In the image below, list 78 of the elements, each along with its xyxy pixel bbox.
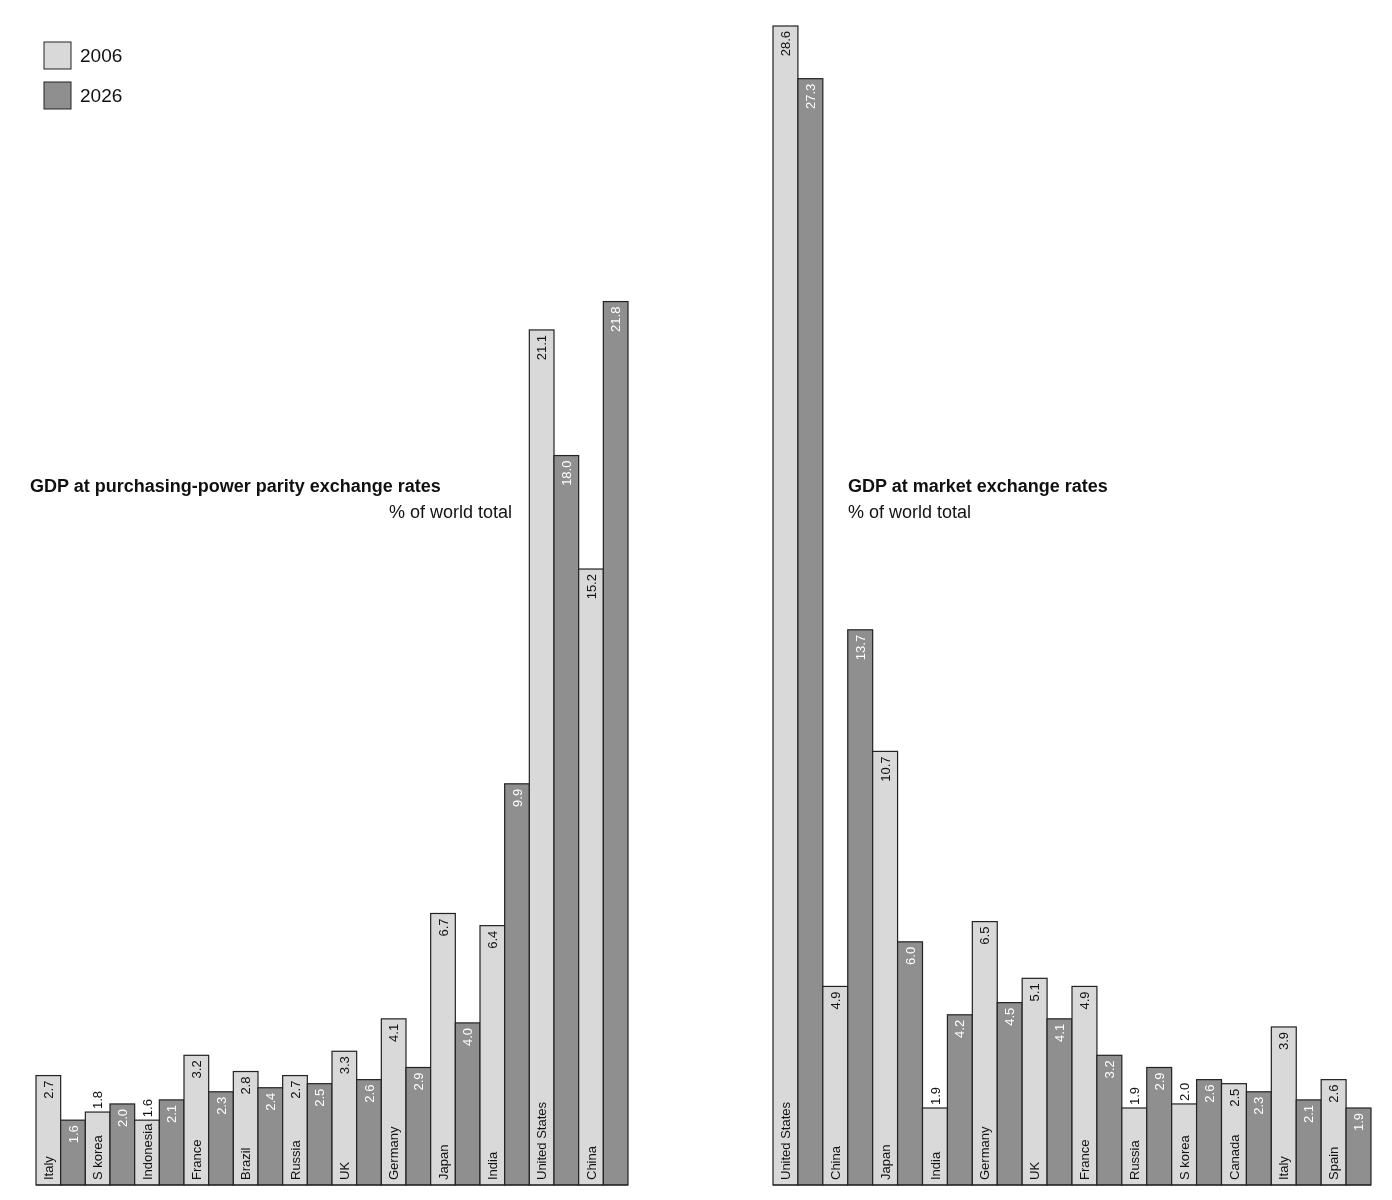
data-label: 4.1 — [1052, 1023, 1068, 1042]
data-label: 4.2 — [952, 1019, 968, 1038]
x-tick-label: UK — [1027, 1161, 1043, 1180]
data-label: 28.6 — [778, 31, 794, 57]
x-tick-label: United States — [778, 1101, 794, 1180]
legend-label: 2006 — [80, 45, 123, 66]
data-label: 2.0 — [1176, 1082, 1192, 1101]
data-label: 4.5 — [1002, 1007, 1018, 1026]
data-label: 2.5 — [1226, 1088, 1242, 1107]
data-label: 2.1 — [164, 1104, 180, 1123]
data-label: 3.2 — [188, 1060, 204, 1079]
data-label: 1.8 — [90, 1090, 106, 1110]
data-label: 2.6 — [1201, 1084, 1217, 1103]
data-label: 4.9 — [827, 991, 843, 1010]
data-label: 1.9 — [927, 1086, 943, 1105]
data-label: 6.0 — [902, 946, 918, 965]
x-tick-label: S korea — [1176, 1134, 1192, 1180]
data-label: 4.1 — [386, 1023, 402, 1042]
data-label: 3.3 — [336, 1056, 352, 1075]
data-label: 2.7 — [287, 1080, 303, 1099]
x-tick-label: China — [827, 1145, 843, 1180]
data-label: 6.4 — [484, 930, 500, 949]
x-tick-label: Spain — [1326, 1146, 1342, 1180]
data-label: 3.9 — [1276, 1031, 1292, 1051]
x-tick-label: Japan — [877, 1144, 893, 1180]
x-tick-label: United States — [534, 1101, 550, 1180]
data-label: 6.5 — [977, 926, 993, 945]
data-label: 21.1 — [534, 334, 550, 361]
x-tick-label: France — [1077, 1139, 1093, 1180]
x-tick-label: Canada — [1226, 1133, 1242, 1180]
data-label: 2.9 — [1151, 1072, 1167, 1091]
x-tick-label: France — [188, 1139, 204, 1180]
data-label: 5.1 — [1027, 983, 1043, 1002]
data-label: 2.4 — [262, 1092, 278, 1111]
data-label: 1.9 — [1351, 1113, 1367, 1132]
data-label: 2.6 — [1326, 1084, 1342, 1103]
data-label: 13.7 — [852, 634, 868, 661]
text: % of world total — [848, 502, 972, 522]
data-label: 2.5 — [312, 1088, 328, 1107]
data-label: 10.7 — [877, 756, 893, 782]
data-label: 15.2 — [583, 574, 599, 600]
x-tick-label: S korea — [90, 1134, 106, 1180]
data-label: 4.9 — [1077, 991, 1093, 1010]
x-tick-label: China — [583, 1145, 599, 1180]
x-tick-label: Indonesia — [139, 1122, 155, 1180]
data-label: 2.8 — [238, 1076, 254, 1095]
x-tick-label: Japan — [435, 1144, 451, 1180]
data-label: 2.7 — [40, 1080, 56, 1099]
data-label: 21.8 — [608, 306, 624, 332]
data-label: 9.9 — [509, 788, 525, 807]
text: GDP at purchasing-power parity exchange rates — [30, 476, 441, 496]
x-tick-label: UK — [336, 1161, 352, 1180]
data-label: 2.0 — [114, 1108, 130, 1128]
x-tick-label: India — [484, 1151, 500, 1180]
data-label: 2.3 — [1251, 1096, 1267, 1115]
text: GDP at market exchange rates — [848, 476, 1108, 496]
text: % of world total — [388, 502, 512, 522]
data-label: 6.7 — [435, 918, 451, 937]
x-tick-label: Germany — [977, 1126, 993, 1180]
x-tick-label: Italy — [40, 1155, 56, 1180]
data-label: 2.3 — [213, 1096, 229, 1115]
data-label: 2.9 — [410, 1072, 426, 1091]
x-tick-label: Italy — [1276, 1155, 1292, 1180]
x-tick-label: Germany — [386, 1126, 402, 1180]
data-label: 1.9 — [1126, 1086, 1142, 1105]
legend-label: 2026 — [80, 85, 123, 106]
data-label: 1.6 — [65, 1125, 81, 1144]
data-label: 2.1 — [1301, 1104, 1317, 1123]
data-label: 1.6 — [139, 1099, 155, 1118]
x-tick-label: Russia — [1126, 1139, 1142, 1180]
data-label: 18.0 — [558, 460, 574, 486]
data-label: 2.6 — [361, 1084, 377, 1103]
data-label: 4.0 — [460, 1027, 476, 1046]
x-tick-label: Russia — [287, 1139, 303, 1180]
x-tick-label: India — [927, 1151, 943, 1180]
data-label: 3.2 — [1101, 1060, 1117, 1079]
x-tick-label: Brazil — [238, 1147, 254, 1180]
data-label: 27.3 — [802, 83, 818, 109]
